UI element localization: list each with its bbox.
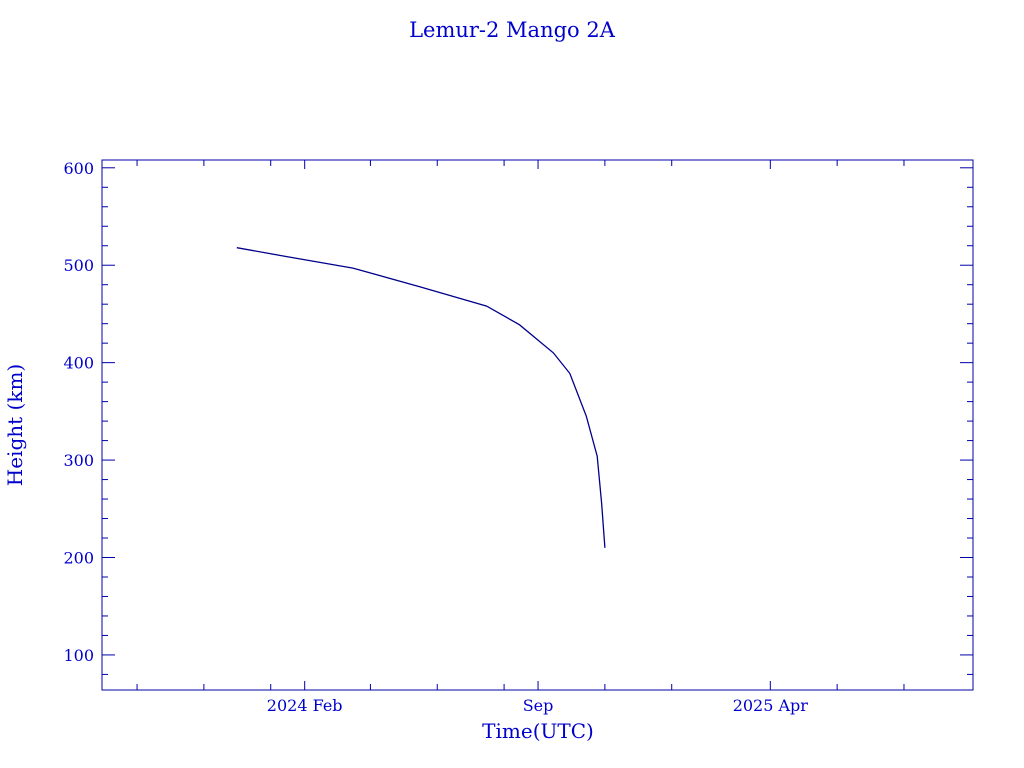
x-axis: 2024 Feb Sep 2025 Apr [136, 160, 905, 715]
x-tick-label: Sep [523, 696, 554, 715]
y-axis-label: Height (km) [3, 364, 27, 486]
plot-frame [101, 159, 974, 691]
y-tick-label: 600 [63, 159, 94, 178]
y-tick-label: 100 [63, 646, 94, 665]
y-tick-label: 200 [63, 549, 94, 568]
x-tick-label: 2024 Feb [267, 696, 343, 715]
y-tick-label: 300 [63, 451, 94, 470]
y-tick-label: 500 [63, 256, 94, 275]
y-axis: 100 200 300 400 500 600 [63, 159, 973, 675]
series-line [236, 247, 606, 548]
x-axis-label: Time(UTC) [482, 719, 594, 743]
y-tick-label: 400 [63, 354, 94, 373]
chart-title: Lemur-2 Mango 2A [409, 18, 616, 42]
x-tick-label: 2025 Apr [733, 696, 809, 715]
